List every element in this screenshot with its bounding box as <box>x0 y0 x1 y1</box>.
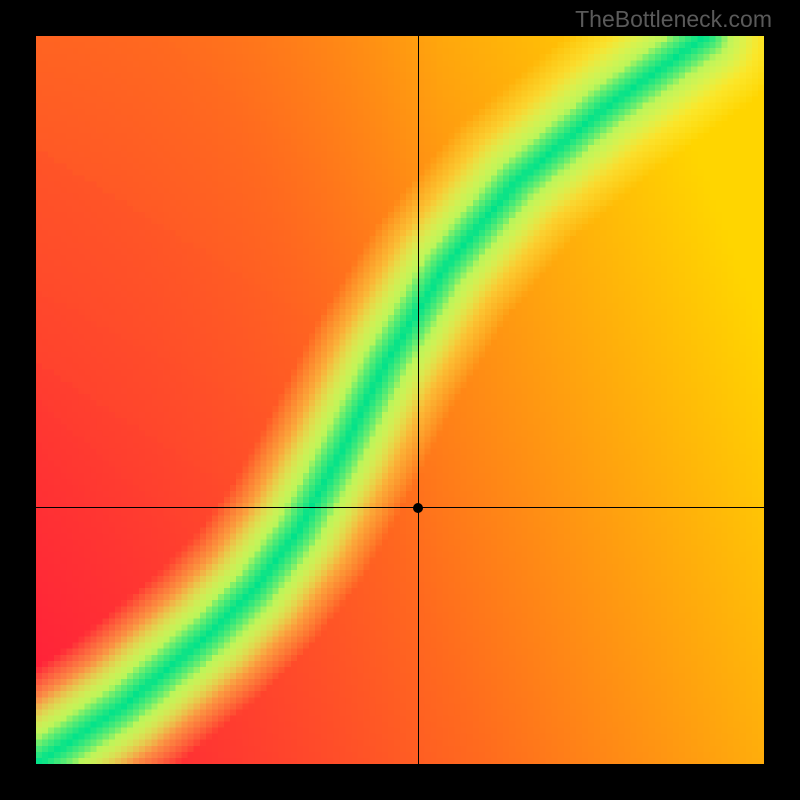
crosshair-horizontal <box>36 507 764 508</box>
watermark-text: TheBottleneck.com <box>575 6 772 33</box>
selected-point <box>413 503 423 513</box>
bottleneck-heatmap <box>36 36 764 764</box>
crosshair-vertical <box>418 36 419 764</box>
heatmap-container <box>36 36 764 764</box>
